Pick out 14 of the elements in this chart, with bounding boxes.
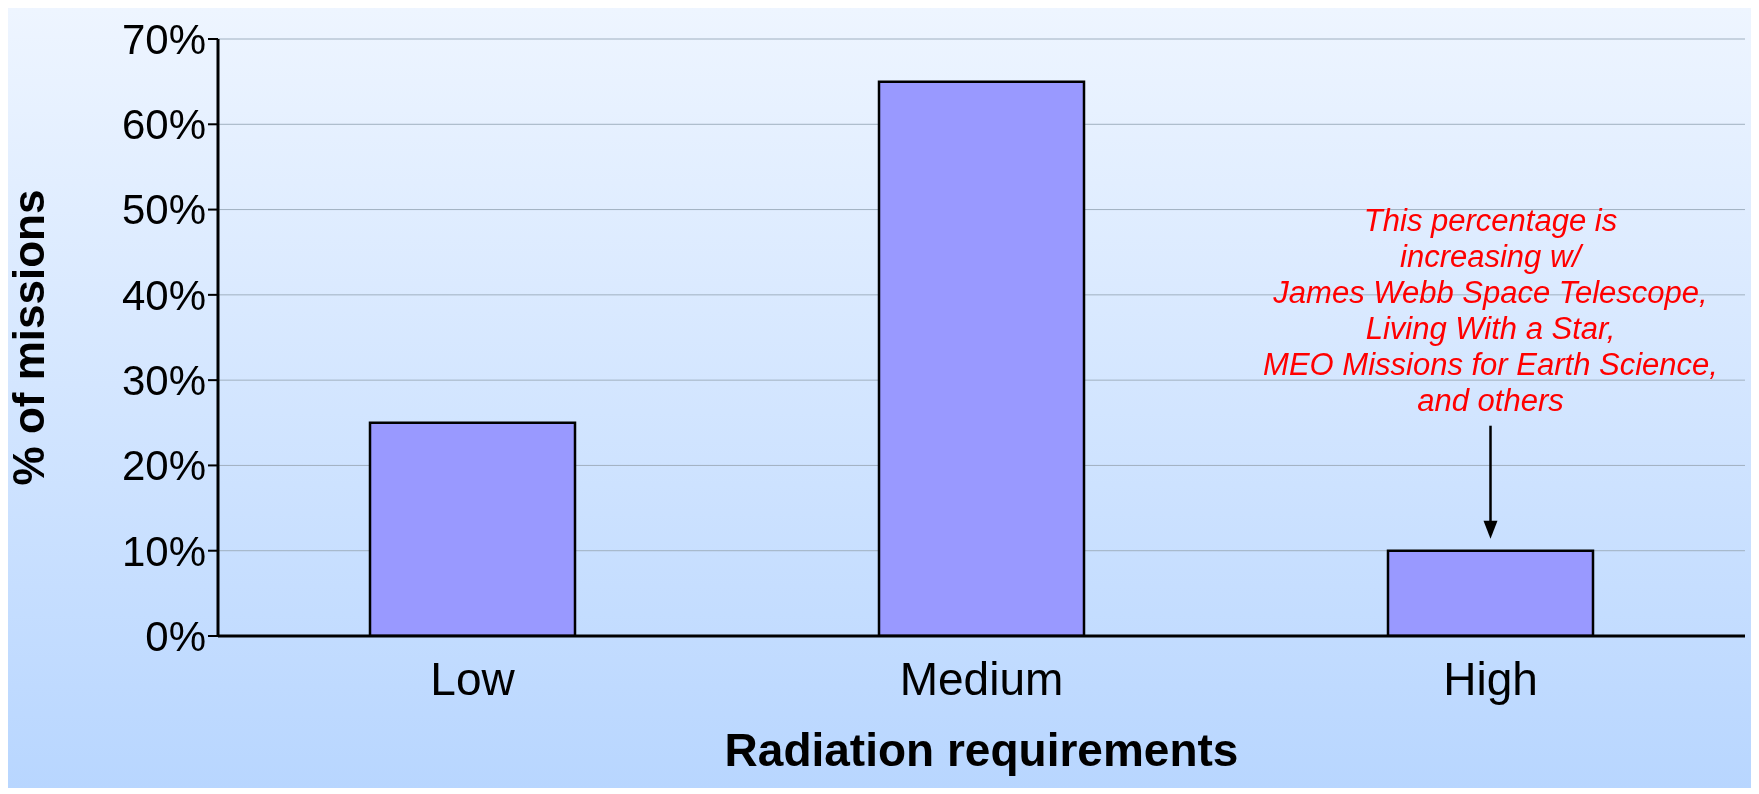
y-tick-label: 40% bbox=[121, 271, 206, 319]
y-tick-label: 60% bbox=[121, 101, 206, 149]
x-tick-label: Low bbox=[430, 652, 516, 705]
y-tick-label: 30% bbox=[121, 357, 206, 405]
y-tick-label: 10% bbox=[121, 527, 206, 575]
x-axis-title: Radiation requirements bbox=[724, 724, 1239, 776]
annotation: This percentage is increasing w/ James Webb Space Telescope, Living With a Star, MEO Missions for Earth Science, and others bbox=[1263, 202, 1718, 418]
y-tick-label: 70% bbox=[121, 15, 206, 63]
x-tick-label: High bbox=[1443, 652, 1538, 705]
y-axis-title: % of missions bbox=[3, 189, 53, 486]
y-tick-label: 50% bbox=[121, 186, 206, 234]
x-tick-label: Medium bbox=[899, 652, 1064, 705]
y-tick-label: 0% bbox=[145, 612, 206, 660]
y-tick-label: 20% bbox=[121, 442, 206, 490]
